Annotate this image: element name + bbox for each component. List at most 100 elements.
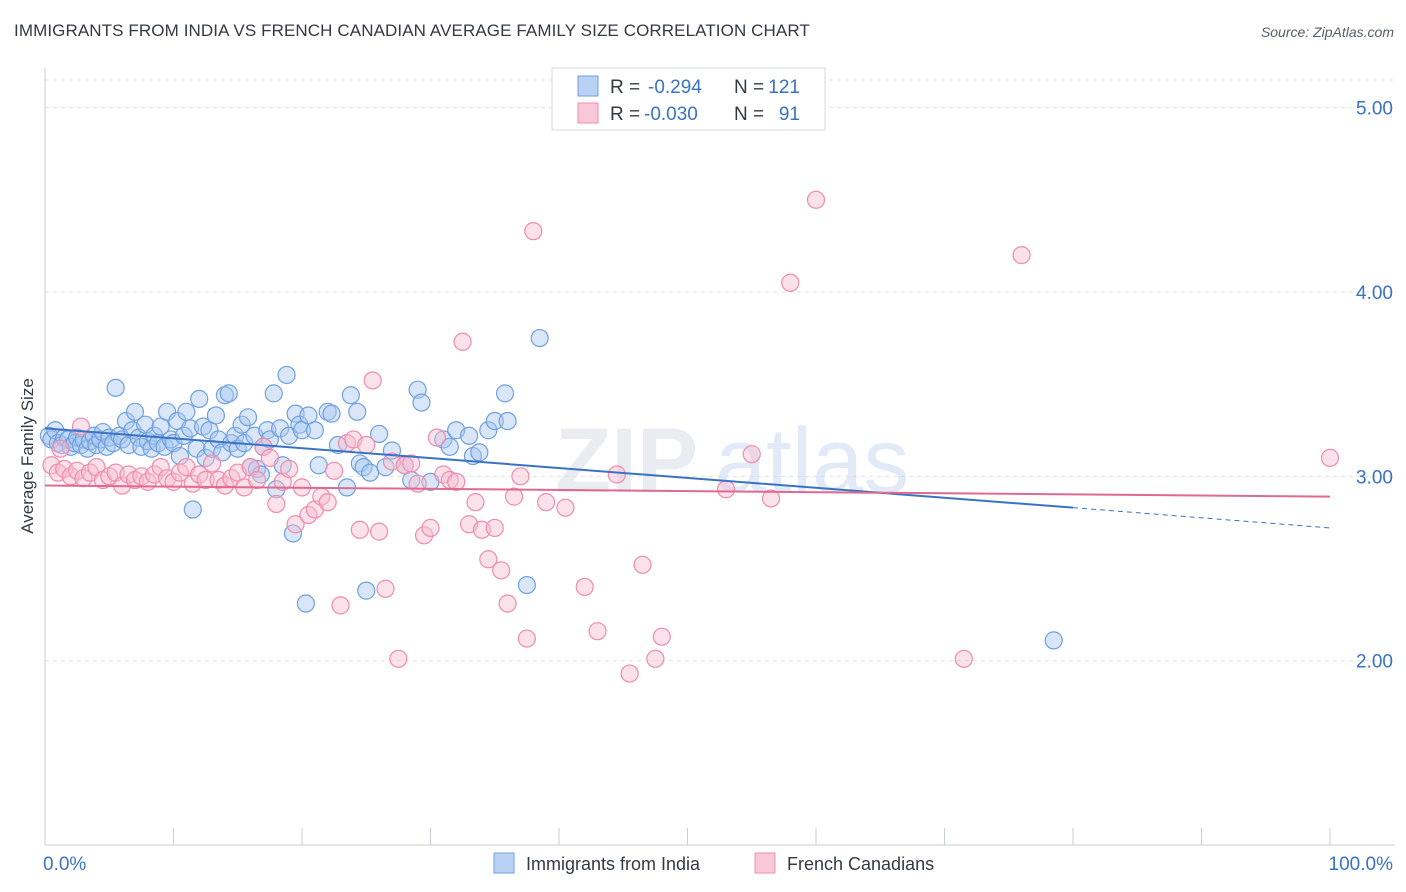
india-point <box>357 581 376 600</box>
india-point <box>412 393 431 412</box>
french-point <box>537 493 556 512</box>
french-point <box>325 461 344 480</box>
french-point <box>350 520 369 539</box>
y-tick-label-1: 3.00 <box>1356 467 1393 488</box>
india-point <box>157 402 177 421</box>
french-point <box>427 428 447 447</box>
french-point <box>402 454 421 473</box>
india-point <box>267 480 286 499</box>
french-point <box>267 494 286 514</box>
legend-bottom: Immigrants from India French Canadians <box>493 852 934 874</box>
india-point <box>238 408 258 427</box>
french-point <box>1320 448 1340 467</box>
y-axis-label: Average Family Size <box>18 378 37 534</box>
india-point <box>125 402 145 421</box>
french-point <box>524 222 543 241</box>
french-point <box>260 448 279 467</box>
grid <box>45 79 1395 662</box>
french-point <box>504 487 524 506</box>
french-point <box>646 649 665 668</box>
french-point <box>363 371 382 390</box>
india-point <box>495 384 515 403</box>
trend-line-india-extension <box>1072 507 1331 529</box>
india-point <box>348 402 367 421</box>
india-point <box>370 424 389 444</box>
watermark-zip: ZIP <box>555 410 698 512</box>
watermark: ZIP atlas <box>555 410 909 512</box>
legend-swatch-blue <box>577 75 599 97</box>
french-point <box>742 445 761 464</box>
india-point <box>498 411 517 431</box>
french-point <box>466 493 485 512</box>
french-point <box>781 273 800 292</box>
french-point <box>1012 246 1031 265</box>
bottom-legend-label-french: French Canadians <box>787 854 934 874</box>
french-point <box>370 522 389 541</box>
india-point <box>1044 631 1063 650</box>
india-point <box>232 415 251 434</box>
x-tick-label-max: 100.0% <box>1329 854 1394 875</box>
french-point <box>151 458 170 477</box>
india-point <box>219 384 238 403</box>
india-point <box>202 439 222 458</box>
chart-title: IMMIGRANTS FROM INDIA VS FRENCH CANADIAN… <box>14 21 810 40</box>
trend-line-india <box>44 427 1074 509</box>
french-point <box>331 596 350 615</box>
french-point <box>556 498 575 517</box>
french-point <box>607 465 626 484</box>
trend-lines <box>44 427 1331 529</box>
india-point <box>530 328 549 348</box>
french-point <box>453 332 472 351</box>
india-point <box>361 463 380 482</box>
data-points <box>39 190 1340 683</box>
india-point <box>485 411 504 431</box>
french-point <box>414 526 434 545</box>
trend-line-french-canadians <box>44 484 1331 498</box>
india-point <box>309 456 328 475</box>
bottom-legend-swatch-french <box>754 852 776 874</box>
y-tick-label-2: 4.00 <box>1356 283 1393 304</box>
bottom-legend-label-india: Immigrants from India <box>526 854 701 874</box>
french-point <box>492 561 511 580</box>
india-point <box>305 421 324 440</box>
french-point <box>498 594 517 613</box>
legend-r-label-pink: R = <box>610 104 640 125</box>
french-point <box>511 467 530 486</box>
french-point <box>286 515 305 534</box>
legend-r-value-pink: -0.030 <box>644 104 698 125</box>
french-point <box>954 649 973 668</box>
india-point <box>264 384 283 403</box>
french-point <box>447 472 466 491</box>
india-point <box>459 426 479 445</box>
source-label: Source: ZipAtlas.com <box>1260 24 1394 40</box>
y-tick-labels: 2.00 3.00 4.00 5.00 <box>1356 99 1393 673</box>
french-point <box>51 439 70 458</box>
india-point <box>190 389 209 409</box>
french-point <box>485 518 504 538</box>
french-point <box>479 550 498 569</box>
french-point <box>389 649 408 668</box>
french-point <box>652 627 671 646</box>
india-point <box>277 365 296 385</box>
legend-n-label-pink: N = <box>734 104 764 125</box>
legend-r-label-blue: R = <box>610 77 640 98</box>
india-point <box>440 437 459 456</box>
india-point <box>470 443 489 462</box>
legend-swatch-pink <box>577 102 599 124</box>
french-point <box>716 480 736 499</box>
french-point <box>575 577 594 597</box>
french-point <box>357 435 376 455</box>
watermark-atlas: atlas <box>715 410 909 512</box>
legend-n-value-pink: 91 <box>779 104 800 125</box>
india-point <box>479 421 498 440</box>
french-point <box>620 664 639 683</box>
legend-n-value-blue: 121 <box>768 77 800 98</box>
y-tick-label-3: 5.00 <box>1356 99 1393 120</box>
legend-top: R = -0.294 N = 121 R = -0.030 N = 91 <box>551 67 826 131</box>
india-point <box>183 500 202 519</box>
x-tick-label-min: 0.0% <box>43 854 86 875</box>
y-tick-label-0: 2.00 <box>1356 652 1393 673</box>
french-point <box>247 470 267 490</box>
series-french-canadians <box>42 190 1340 683</box>
